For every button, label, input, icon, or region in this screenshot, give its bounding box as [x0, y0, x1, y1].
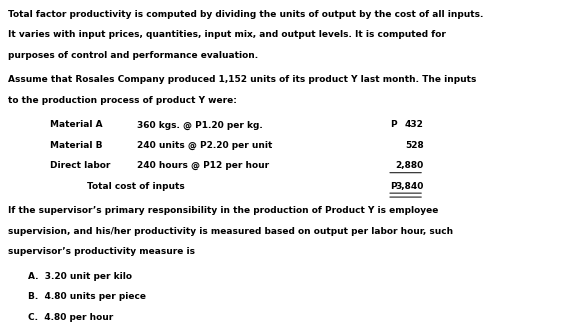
- Text: If the supervisor’s primary responsibility in the production of Product Y is emp: If the supervisor’s primary responsibili…: [8, 206, 439, 215]
- Text: Assume that Rosales Company produced 1,152 units of its product Y last month. Th: Assume that Rosales Company produced 1,1…: [8, 75, 477, 84]
- Text: 528: 528: [405, 141, 424, 150]
- Text: Total factor productivity is computed by dividing the units of output by the cos: Total factor productivity is computed by…: [8, 10, 484, 19]
- Text: C.  4.80 per hour: C. 4.80 per hour: [28, 313, 113, 321]
- Text: 240 hours @ P12 per hour: 240 hours @ P12 per hour: [137, 161, 270, 170]
- Text: purposes of control and performance evaluation.: purposes of control and performance eval…: [8, 51, 259, 60]
- Text: Material A: Material A: [50, 120, 103, 129]
- Text: 2,880: 2,880: [396, 161, 424, 170]
- Text: 432: 432: [404, 120, 424, 129]
- Text: Total cost of inputs: Total cost of inputs: [87, 182, 185, 190]
- Text: 3,840: 3,840: [395, 182, 424, 190]
- Text: supervision, and his/her productivity is measured based on output per labor hour: supervision, and his/her productivity is…: [8, 227, 453, 236]
- Text: P: P: [390, 120, 397, 129]
- Text: Material B: Material B: [50, 141, 103, 150]
- Text: A.  3.20 unit per kilo: A. 3.20 unit per kilo: [28, 272, 132, 281]
- Text: Direct labor: Direct labor: [50, 161, 111, 170]
- Text: 360 kgs. @ P1.20 per kg.: 360 kgs. @ P1.20 per kg.: [137, 120, 263, 130]
- Text: to the production process of product Y were:: to the production process of product Y w…: [8, 96, 237, 105]
- Text: P: P: [390, 182, 397, 190]
- Text: 240 units @ P2.20 per unit: 240 units @ P2.20 per unit: [137, 141, 273, 150]
- Text: supervisor’s productivity measure is: supervisor’s productivity measure is: [8, 247, 195, 256]
- Text: B.  4.80 units per piece: B. 4.80 units per piece: [28, 292, 146, 301]
- Text: It varies with input prices, quantities, input mix, and output levels. It is com: It varies with input prices, quantities,…: [8, 30, 447, 39]
